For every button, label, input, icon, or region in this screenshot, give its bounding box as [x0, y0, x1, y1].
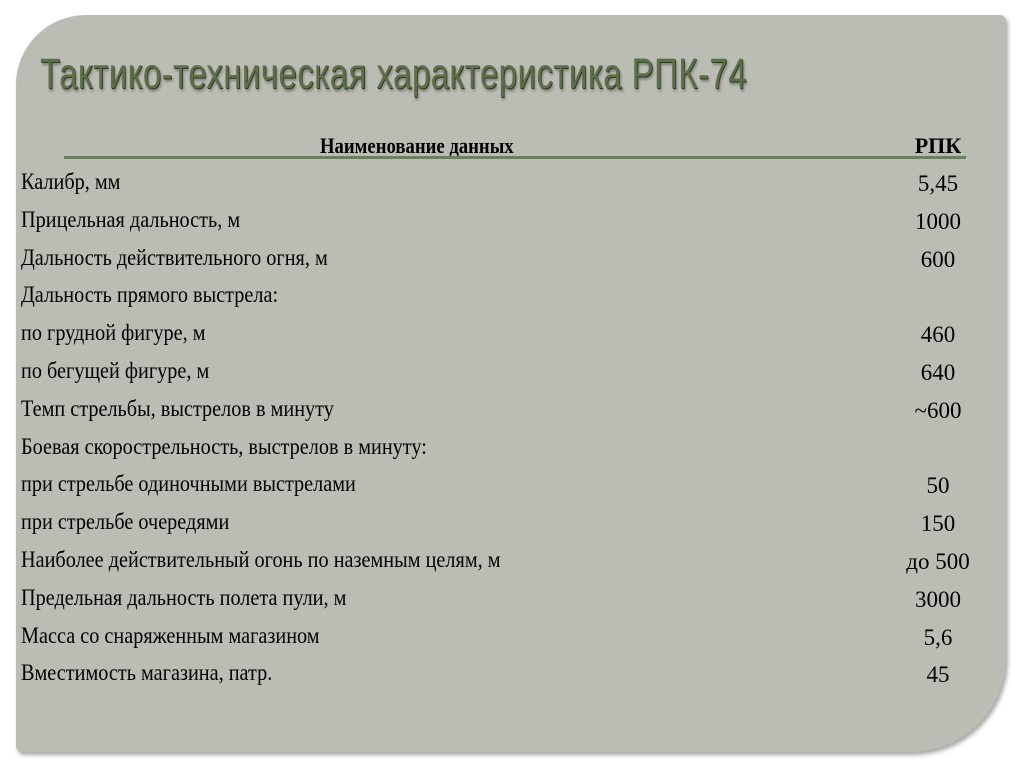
- row-value: 150: [920, 511, 956, 537]
- table-row: Темп стрельбы, выстрелов в минуту ~600: [0, 396, 1024, 434]
- row-value: 50: [926, 473, 950, 499]
- row-value: 5,6: [923, 624, 953, 650]
- table-row: Масса со снаряженным магазином 5,6: [0, 623, 1024, 661]
- row-name: Дальность прямого выстрела:: [21, 282, 279, 308]
- table-row: Калибр, мм 5,45: [0, 169, 1024, 207]
- table-row: Дальность прямого выстрела:: [0, 282, 1024, 320]
- header-divider: [64, 156, 966, 159]
- row-value: 1000: [915, 208, 961, 234]
- row-value: 45: [926, 662, 950, 688]
- row-name: Масса со снаряженным магазином: [21, 622, 320, 648]
- row-value: 600: [920, 246, 956, 272]
- row-name: Предельная дальность полета пули, м: [21, 584, 347, 610]
- row-name: по бегущей фигуре, м: [21, 358, 210, 383]
- row-value: до 500: [906, 549, 970, 574]
- row-name: Вместимость магазина, патр.: [21, 660, 273, 686]
- row-name: при стрельбе очередями: [21, 509, 230, 535]
- table-row: Боевая скорострельность, выстрелов в мин…: [0, 434, 1024, 472]
- slide-title: Тактико-техническая характеристика РПК-7…: [40, 50, 748, 98]
- row-value: 640: [920, 360, 956, 385]
- table-row: по бегущей фигуре, м 640: [0, 358, 1024, 396]
- table-row: Прицельная дальность, м 1000: [0, 207, 1024, 245]
- row-name: при стрельбе одиночными выстрелами: [21, 471, 356, 497]
- header-value: РПК: [914, 133, 962, 158]
- row-value: ~600: [914, 397, 962, 423]
- row-name: Дальность действительного огня, м: [21, 244, 328, 270]
- table-row: при стрельбе очередями 150: [0, 509, 1024, 547]
- row-value: 3000: [915, 586, 961, 612]
- row-name: по грудной фигуре, м: [21, 320, 206, 346]
- row-name: Наиболее действительный огонь по наземны…: [21, 547, 501, 572]
- table-row: Предельная дальность полета пули, м 3000: [0, 585, 1024, 623]
- row-name: Боевая скорострельность, выстрелов в мин…: [21, 433, 427, 459]
- table-row: по грудной фигуре, м 460: [0, 320, 1024, 358]
- row-name: Темп стрельбы, выстрелов в минуту: [21, 395, 334, 421]
- row-value: 460: [920, 322, 956, 348]
- table-row: Наиболее действительный огонь по наземны…: [0, 547, 1024, 585]
- slide-panel: [16, 15, 1006, 752]
- row-value: 5,45: [917, 171, 959, 196]
- table-row: Вместимость магазина, патр. 45: [0, 660, 1024, 698]
- row-name: Прицельная дальность, м: [21, 206, 241, 232]
- row-name: Калибр, мм: [21, 169, 121, 194]
- table-row: при стрельбе одиночными выстрелами 50: [0, 471, 1024, 509]
- table-row: Дальность действительного огня, м 600: [0, 245, 1024, 283]
- header-name: Наименование данных: [320, 133, 514, 158]
